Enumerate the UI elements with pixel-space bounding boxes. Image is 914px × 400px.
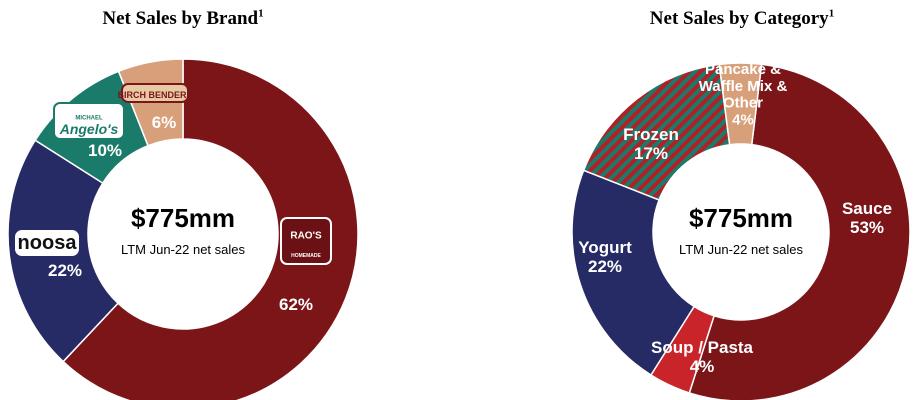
- raos-logo-text: RAO'S: [290, 230, 322, 241]
- brand-center-value: $775mm: [130, 203, 236, 233]
- category-center-caption: LTM Jun-22 net sales: [678, 242, 804, 257]
- category-slice-sauce: [688, 63, 911, 400]
- brand-label-rao-s: 62%: [279, 295, 313, 314]
- category-label-pancake-waffle-mix-other: Pancake & Waffle Mix & Other 4%: [699, 61, 788, 128]
- category-label-line: Waffle Mix &: [699, 78, 788, 95]
- category-label-line: 22%: [588, 257, 622, 276]
- birch-benders-logo: BIRCH BENDERS: [117, 83, 193, 103]
- brand-slice-rao-s: [62, 58, 359, 400]
- category-label-sauce: Sauce 53%: [842, 199, 892, 237]
- category-label-line: Frozen: [623, 125, 679, 144]
- brand-label-michael-angelo-s: 10%: [88, 141, 122, 160]
- category-label-line: Pancake &: [705, 61, 781, 78]
- raos-logo: RAO'S HOMEMADE: [280, 217, 332, 265]
- brand-label-line: 10%: [88, 141, 122, 160]
- category-chart-title-text: Net Sales by Category: [649, 8, 829, 29]
- category-label-line: 17%: [634, 144, 668, 163]
- brand-chart-title-text: Net Sales by Brand: [102, 8, 259, 29]
- noosa-logo-text: noosa: [18, 232, 78, 254]
- raos-logo-text: HOMEMADE: [291, 253, 321, 259]
- category-label-line: 53%: [850, 218, 884, 237]
- brand-label-line: 22%: [48, 261, 82, 280]
- category-label-frozen: Frozen 17%: [623, 125, 679, 163]
- category-label-yogurt: Yogurt 22%: [578, 238, 632, 276]
- category-label-line: Yogurt: [578, 238, 632, 257]
- category-slice-pancake-waffle-mix-other: [718, 62, 763, 146]
- brand-chart-title: Net Sales by Brand1: [33, 8, 333, 30]
- noosa-logo: noosa: [15, 230, 79, 256]
- brand-chart-footnote: 1: [258, 7, 264, 20]
- category-chart-title: Net Sales by Category1: [592, 8, 892, 30]
- category-label-line: Sauce: [842, 199, 892, 218]
- michael-angelos-logo-text: Angelo's: [59, 121, 119, 137]
- brand-center-caption: LTM Jun-22 net sales: [120, 242, 246, 257]
- birch-benders-logo-text: BIRCH BENDERS: [117, 90, 192, 100]
- brand-label-line: 6%: [152, 113, 177, 132]
- category-slice-yogurt: [571, 169, 696, 377]
- category-label-soup-pasta: Soup / Pasta 4%: [651, 338, 754, 376]
- category-label-line: 4%: [690, 357, 715, 376]
- michael-angelos-logo-text: MICHAEL: [75, 115, 103, 121]
- brand-label-noosa: 22%: [48, 261, 82, 280]
- category-chart-footnote: 1: [828, 7, 835, 20]
- category-label-line: Soup / Pasta: [651, 338, 754, 357]
- category-center-value: $775mm: [688, 203, 794, 233]
- category-label-line: 4%: [732, 111, 754, 128]
- category-label-line: Other: [723, 95, 763, 112]
- brand-label-line: 62%: [279, 295, 313, 314]
- brand-label-birch-benders: 6%: [152, 113, 177, 132]
